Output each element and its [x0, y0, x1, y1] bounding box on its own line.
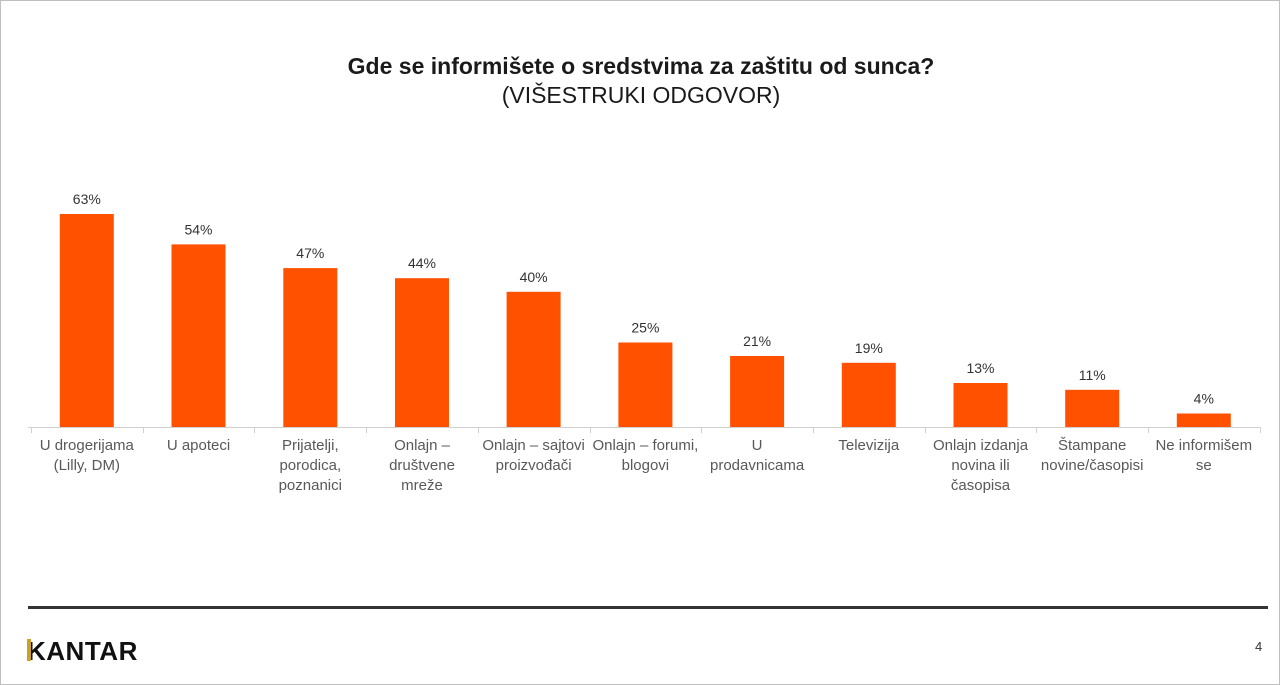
- bar-value-label: 40%: [520, 269, 548, 285]
- chart-title: Gde se informišete o sredstvima za zašti…: [347, 53, 935, 79]
- bar-value-label: 13%: [966, 360, 994, 376]
- bar: [1065, 389, 1120, 427]
- category-label: Štampane novine/časopisi: [1040, 437, 1144, 474]
- category-label: U apoteci: [166, 437, 231, 454]
- kantar-logo: KANTAR: [27, 636, 138, 666]
- bar: [395, 278, 449, 427]
- category-label: Onlajn – sajtovi proizvođači: [482, 437, 585, 474]
- chart-subtitle: (VIŠESTRUKI ODGOVOR): [501, 82, 781, 108]
- category-label: U prodavnicama: [709, 437, 805, 474]
- bar-value-label: 63%: [73, 191, 101, 207]
- bar: [59, 214, 114, 427]
- bar-value-label: 21%: [743, 333, 771, 349]
- category-label: Televizija: [838, 437, 900, 454]
- category-label: Onlajn izdanja novina ili časopisa: [932, 437, 1029, 494]
- footer-rule: [28, 606, 1268, 609]
- bar-value-label: 47%: [296, 245, 324, 261]
- page-number: 4: [1255, 639, 1263, 654]
- bar-value-label: 11%: [1079, 367, 1106, 383]
- bar: [618, 342, 673, 427]
- bar: [171, 244, 226, 427]
- bar-chart: 63% 54% 47% 44% 40% 25% 21% 19% 13% 11% 4%: [28, 191, 1261, 433]
- category-label: Prijatelji, porodica, poznanici: [278, 437, 342, 494]
- bar: [1176, 413, 1231, 427]
- bar: [506, 291, 561, 427]
- title-block: Gde se informišete o sredstvima za zašti…: [1, 51, 1280, 109]
- bar-value-label: 4%: [1194, 391, 1214, 407]
- bar-value-label: 25%: [631, 320, 659, 336]
- bar-value-label: 19%: [855, 340, 883, 356]
- category-label: Onlajn – forumi, blogovi: [592, 437, 699, 474]
- category-label: Onlajn – društvene mreže: [389, 437, 455, 494]
- bar: [730, 356, 785, 427]
- bar-value-label: 54%: [184, 221, 212, 237]
- bar: [283, 268, 338, 427]
- category-label: Ne informišem se: [1155, 437, 1253, 474]
- bar: [841, 362, 896, 427]
- category-label: U drogerijama (Lilly, DM): [39, 437, 134, 474]
- bar-value-label: 44%: [408, 255, 436, 271]
- bar: [953, 383, 1008, 427]
